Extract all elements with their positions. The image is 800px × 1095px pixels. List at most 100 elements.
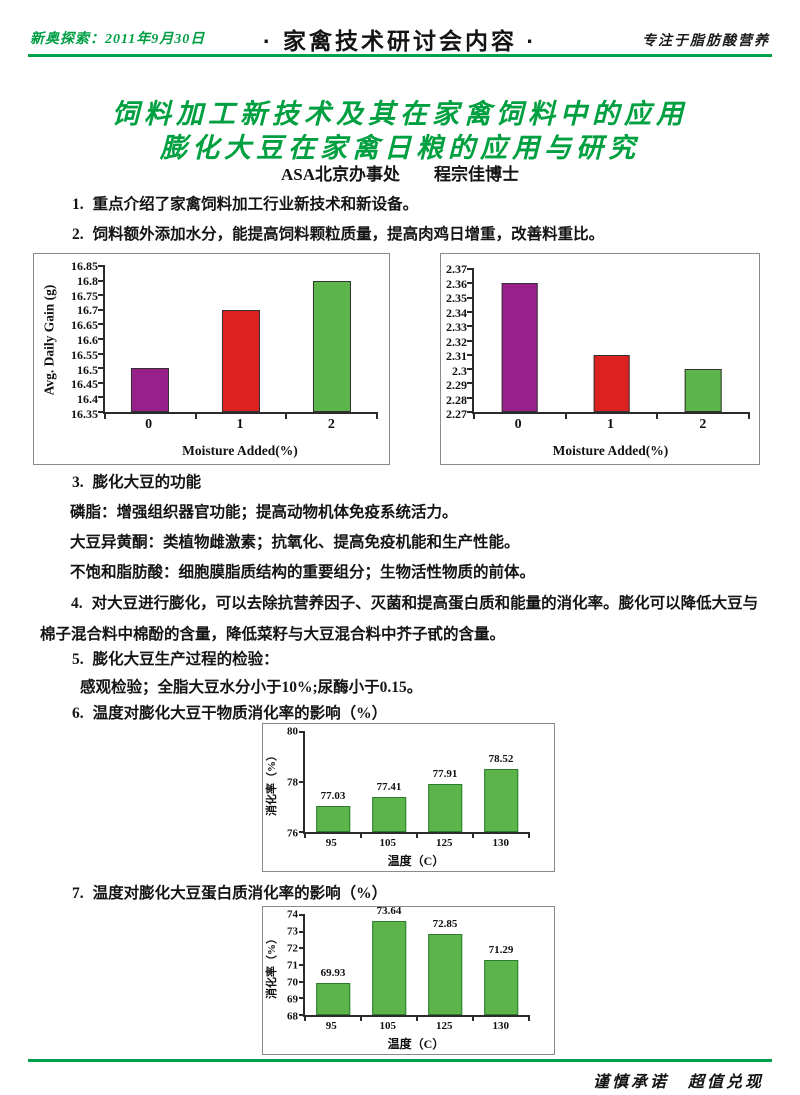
y-tick-mark xyxy=(467,382,474,385)
list-item-4: 4. 对大豆进行膨化，可以去除抗营养因子、灭菌和提高蛋白质和能量的消化率。膨化可以… xyxy=(40,588,772,650)
y-tick-mark xyxy=(98,338,105,340)
x-tick-label: 105 xyxy=(379,837,397,849)
bar-value-label: 71.29 xyxy=(488,944,514,957)
y-tick-mark xyxy=(98,294,105,297)
x-tick-label: 0 xyxy=(145,417,153,432)
y-tick-mark xyxy=(299,831,305,833)
y-tick-label: 16.55 xyxy=(71,347,98,362)
y-tick-mark xyxy=(299,1014,305,1016)
x-tick-label: 130 xyxy=(492,837,510,849)
y-tick-mark xyxy=(98,381,105,384)
y-tick-mark xyxy=(98,323,105,326)
plot-area xyxy=(467,268,750,419)
x-tick-label: 95 xyxy=(325,1020,337,1032)
bar-2 xyxy=(684,369,722,412)
x-tick-mark xyxy=(285,412,288,419)
y-tick-label: 16.65 xyxy=(71,318,98,333)
x-tick-mark xyxy=(473,412,475,419)
x-tick-mark xyxy=(472,832,474,838)
y-tick-label: 73 xyxy=(287,925,298,938)
y-tick-mark xyxy=(98,352,105,355)
x-axis-ticks: 95 105 125 130 xyxy=(303,1017,529,1032)
x-tick-mark xyxy=(194,412,197,419)
y-tick-mark xyxy=(467,296,474,299)
y-tick-mark xyxy=(299,781,305,783)
x-axis-label: 温度（C） xyxy=(387,1037,445,1051)
header-title: · 家禽技术研讨会内容 · xyxy=(262,28,538,54)
x-axis-ticks: 0 1 2 xyxy=(103,414,377,434)
bar-value-label: 73.64 xyxy=(376,905,402,917)
y-axis-ticks: 2.27 2.28 2.29 2.3 2.31 2.32 2.33 2.34 2.35 2.36 2… xyxy=(441,263,472,420)
y-tick-label: 68 xyxy=(287,1010,298,1023)
chart-protein-digestibility: 消化率（%） 68 69 70 71 72 73 74 69.93 73.64 72.85 71.… xyxy=(262,905,555,1055)
list-item-7: 7. 温度对膨化大豆蛋白质消化率的影响（%） xyxy=(72,884,772,903)
y-tick-mark xyxy=(467,268,474,270)
y-tick-label: 2.35 xyxy=(446,291,467,305)
item-text: 饲料额外添加水分，能提高饲料颗粒质量，提高肉鸡日增重，改善料重比。 xyxy=(92,226,605,243)
plot-area xyxy=(98,265,378,419)
footer-divider xyxy=(28,1059,772,1062)
x-axis-label: 温度（C） xyxy=(387,854,445,868)
x-tick-mark xyxy=(416,832,418,838)
x-tick-label: 125 xyxy=(436,1020,453,1032)
y-tick-mark xyxy=(299,964,305,966)
y-tick-label: 16.75 xyxy=(71,288,98,303)
x-tick-label: 0 xyxy=(514,417,522,432)
bar-value-label: 77.91 xyxy=(432,768,458,781)
x-tick-mark xyxy=(360,832,362,838)
y-tick-mark xyxy=(299,930,305,933)
x-tick-mark xyxy=(656,412,659,419)
bar-105 xyxy=(372,921,406,1015)
y-tick-mark xyxy=(299,947,305,950)
item-text: 膨化大豆生产过程的检验： xyxy=(92,651,279,668)
list-item-2: 2. 饲料额外添加水分，能提高饲料颗粒质量，提高肉鸡日增重，改善料重比。 xyxy=(72,225,772,244)
item-text: 膨化大豆的功能 xyxy=(92,474,202,491)
y-tick-label: 16.8 xyxy=(77,273,98,288)
x-axis-label: Moisture Added(%) xyxy=(552,443,669,458)
item-number: 1. xyxy=(72,196,84,213)
item-number: 6. xyxy=(72,705,84,722)
y-tick-label: 2.29 xyxy=(446,378,467,392)
chart-avg-daily-gain: Avg. Daily Gain (g) 16.35 16.4 16.45 16.5 16… xyxy=(33,253,390,465)
y-tick-mark xyxy=(467,339,474,342)
item-text: 温度对膨化大豆蛋白质消化率的影响（%） xyxy=(92,885,388,902)
bar-1 xyxy=(593,354,630,412)
y-tick-label: 16.35 xyxy=(71,407,98,421)
plot-area: 69.93 73.64 72.85 71.29 xyxy=(299,905,530,1021)
y-axis-ticks: 16.35 16.4 16.45 16.5 16.55 16.6 16.65 16.7 16.7… xyxy=(34,260,103,420)
x-tick-mark xyxy=(304,1015,306,1021)
x-tick-label: 2 xyxy=(327,417,335,432)
x-tick-label: 95 xyxy=(325,837,337,849)
y-tick-mark xyxy=(467,325,474,328)
doc-title-line1: 饲料加工新技术及其在家禽饲料中的应用 xyxy=(112,99,688,129)
x-tick-label: 105 xyxy=(379,1020,397,1032)
list-item-1: 1. 重点介绍了家禽饲料加工行业新技术和新设备。 xyxy=(72,195,772,214)
bar-0 xyxy=(501,283,539,412)
bar-130 xyxy=(484,769,518,832)
list-item-5: 5. 膨化大豆生产过程的检验： xyxy=(72,650,772,669)
item-text: 温度对膨化大豆干物质消化率的影响（%） xyxy=(92,705,388,722)
x-tick-mark xyxy=(104,412,106,419)
y-tick-label: 16.45 xyxy=(71,377,98,392)
y-tick-label: 78 xyxy=(287,776,298,789)
y-tick-label: 2.31 xyxy=(446,349,467,363)
y-axis-ticks: 76 78 80 xyxy=(263,726,303,839)
x-tick-label: 1 xyxy=(236,417,244,432)
bar-125 xyxy=(428,934,462,1015)
x-axis-label: Moisture Added(%) xyxy=(182,443,298,458)
bar-value-label: 77.03 xyxy=(320,790,346,803)
y-tick-mark xyxy=(98,308,105,311)
y-tick-mark xyxy=(467,282,474,285)
x-tick-mark xyxy=(528,1015,530,1021)
x-tick-label: 125 xyxy=(436,837,453,849)
y-tick-label: 2.32 xyxy=(446,334,467,349)
y-tick-mark xyxy=(467,411,474,413)
y-tick-mark xyxy=(467,368,474,371)
bar-value-label: 72.85 xyxy=(432,918,458,931)
x-tick-label: 2 xyxy=(699,417,707,432)
x-tick-mark xyxy=(304,832,306,838)
y-tick-mark xyxy=(98,411,105,413)
x-tick-mark xyxy=(360,1015,362,1021)
bar-1 xyxy=(221,309,261,412)
